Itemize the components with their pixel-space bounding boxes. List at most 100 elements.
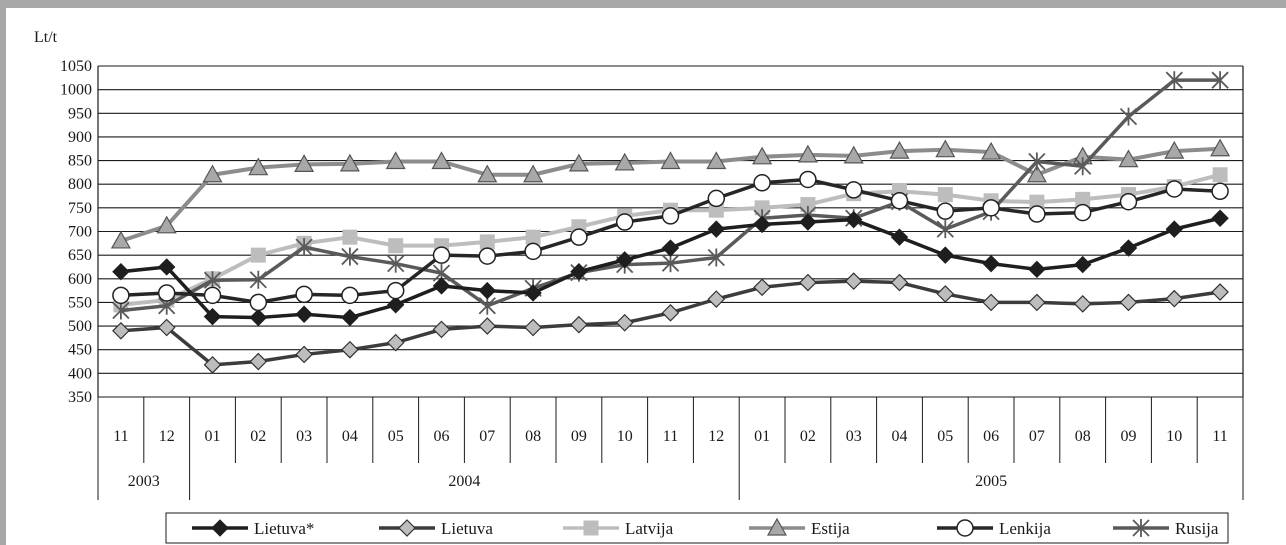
data-point: [570, 315, 588, 334]
legend-item: Lenkija: [937, 519, 1051, 538]
data-point: [1211, 182, 1229, 201]
data-point: [202, 164, 223, 183]
series-rusija: [112, 71, 1229, 320]
data-point: [385, 151, 406, 170]
data-point: [1119, 239, 1138, 257]
x-tick-label: 11: [113, 428, 128, 445]
data-point: [211, 519, 229, 537]
data-point: [935, 139, 956, 158]
data-point: [799, 170, 817, 189]
legend-label: Lietuva: [441, 519, 493, 538]
data-point: [203, 355, 222, 374]
x-tick-label: 07: [479, 428, 495, 445]
data-point: [1211, 283, 1229, 301]
data-point: [706, 151, 727, 170]
data-point: [249, 308, 268, 327]
data-point: [478, 296, 496, 315]
x-tick-label: 09: [571, 428, 587, 445]
data-point: [889, 140, 910, 159]
data-point: [432, 277, 451, 295]
data-point: [432, 246, 451, 264]
x-tick-label: 03: [296, 428, 312, 445]
data-point: [890, 273, 909, 292]
data-point: [843, 145, 864, 164]
data-point: [570, 262, 588, 281]
data-point: [250, 247, 266, 263]
data-point: [432, 320, 451, 339]
series-lenkija: [112, 170, 1229, 312]
series-lietuva-star: [112, 209, 1229, 327]
x-tick-label: 01: [205, 428, 221, 445]
data-point: [1028, 205, 1046, 223]
series-line: [120, 78, 1221, 313]
data-point: [1119, 293, 1138, 312]
data-point: [1119, 107, 1138, 126]
data-point: [1165, 220, 1184, 238]
data-point: [707, 248, 725, 267]
data-point: [524, 318, 542, 337]
x-tick-label: 04: [342, 428, 358, 445]
x-tick-label: 11: [663, 428, 678, 445]
data-point: [249, 352, 268, 371]
legend-label: Rusija: [1175, 519, 1219, 538]
y-tick-label: 800: [68, 176, 92, 193]
data-point: [249, 293, 268, 312]
x-tick-label: 12: [159, 428, 175, 445]
data-point: [982, 254, 1000, 273]
data-point: [1211, 71, 1229, 90]
data-point: [341, 286, 359, 305]
data-point: [524, 242, 542, 261]
x-tick-label: 04: [892, 428, 908, 445]
data-point: [386, 296, 405, 314]
data-point: [398, 519, 416, 537]
data-point: [568, 153, 589, 172]
x-tick-label: 01: [754, 428, 770, 445]
y-tick-label: 450: [68, 342, 92, 359]
data-point: [203, 271, 222, 290]
data-point: [112, 262, 130, 281]
data-point: [844, 210, 863, 229]
data-point: [661, 303, 680, 322]
data-point: [157, 284, 176, 302]
legend-label: Lietuva*: [254, 519, 314, 538]
data-point: [615, 213, 634, 231]
data-point: [157, 318, 176, 337]
y-tick-label: 600: [68, 271, 92, 288]
data-point: [797, 144, 818, 163]
data-point: [799, 213, 817, 231]
data-point: [294, 154, 315, 172]
data-point: [766, 517, 788, 536]
data-point: [479, 234, 495, 250]
data-point: [1073, 203, 1092, 222]
data-point: [981, 141, 1002, 160]
data-point: [753, 278, 771, 297]
data-point: [110, 230, 131, 249]
data-point: [295, 238, 313, 257]
data-point: [1165, 71, 1183, 90]
data-point: [844, 272, 863, 290]
data-point: [386, 333, 405, 352]
year-label: 2003: [128, 473, 160, 490]
data-point: [203, 286, 222, 305]
data-point: [341, 340, 359, 359]
data-point: [478, 317, 497, 335]
data-point: [753, 174, 771, 192]
x-tick-label: 05: [388, 428, 404, 445]
data-point: [339, 153, 360, 172]
data-point: [525, 229, 541, 245]
data-point: [1026, 164, 1047, 183]
year-label: 2005: [975, 473, 1007, 490]
data-point: [388, 238, 404, 254]
data-point: [1028, 260, 1046, 279]
series-line: [120, 279, 1221, 367]
x-tick-label: 03: [846, 428, 862, 445]
legend-item: Rusija: [1113, 519, 1219, 538]
data-point: [661, 239, 680, 257]
data-point: [112, 301, 130, 320]
year-label: 2004: [448, 473, 480, 490]
y-tick-label: 500: [68, 318, 92, 335]
chart-frame: Lt/t 350 400 450 500 550 600 650 700 750 800 850 90…: [6, 8, 1286, 545]
y-tick-label: 900: [68, 129, 92, 146]
data-point: [707, 290, 726, 308]
data-point: [478, 281, 497, 300]
